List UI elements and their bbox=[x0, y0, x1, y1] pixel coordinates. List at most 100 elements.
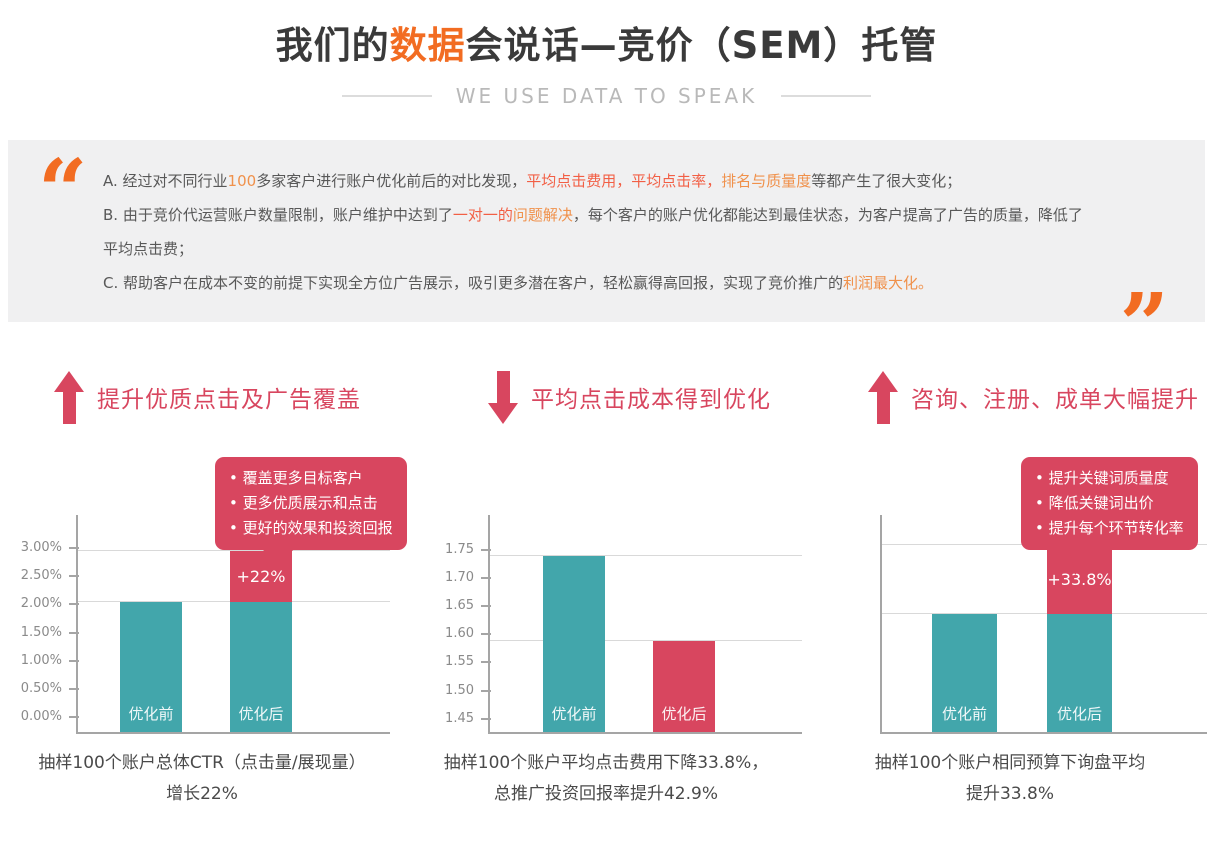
quote-text-segment: 平均点击费用，平均点击率， bbox=[526, 172, 722, 190]
bar: 优化前 bbox=[120, 515, 182, 732]
chart-caption: 抽样100个账户相同预算下询盘平均 提升33.8% bbox=[808, 748, 1212, 810]
subtitle-left-rule bbox=[341, 95, 432, 97]
quote-text-segment: B. 由于竞价代运营账户数量限制，账户维护中达到了 bbox=[103, 206, 453, 224]
chart-plot-area: 优化前 优化后 bbox=[488, 515, 802, 734]
axis-tick-mark bbox=[69, 659, 79, 662]
quote-text-segment: A. 经过对不同行业 bbox=[103, 172, 228, 190]
column-header: 平均点击成本得到优化 bbox=[488, 368, 808, 426]
quote-text-segment: C. 帮助客户在成本不变的前提下实现全方位广告展示，吸引更多潜在客户，轻松赢得高… bbox=[103, 274, 844, 292]
chart-caption: 抽样100个账户总体CTR（点击量/展现量） 增长22% bbox=[0, 748, 404, 810]
axis-tick-mark bbox=[69, 631, 79, 634]
column-conversion-growth: 咨询、注册、成单大幅提升 优化前 +33.8% 优化后 • 提升关键词质量度 • 降低… bbox=[808, 368, 1212, 810]
chart-zone-conversion: 优化前 +33.8% 优化后 • 提升关键词质量度 • 降低关键词出价 • 提升每个环节… bbox=[808, 434, 1212, 734]
quote-text-segment: ，每个客户的账户优化都能达到最佳状态，为客户提高了广告的质量，降低了平均点击费； bbox=[103, 206, 1083, 258]
page-title: 我们的数据会说话—竞价（SEM）托管 bbox=[0, 22, 1213, 70]
bar-category-label: 优化后 bbox=[661, 705, 707, 723]
quote-text-segment: 一对一的 bbox=[452, 206, 513, 224]
bar-chart-cpc: 1.45 1.50 1.55 1.60 1.65 1.70 1.75 优化前 优化后 bbox=[430, 515, 802, 734]
bar: 优化前 bbox=[543, 515, 605, 732]
bar-chart-conversion: 优化前 +33.8% 优化后 bbox=[880, 515, 1207, 734]
axis-tick-mark bbox=[481, 633, 491, 636]
axis-tick-label: 1.55 bbox=[445, 654, 474, 670]
callout-bubble: • 覆盖更多目标客户 • 更多优质展示和点击 • 更好的效果和投资回报 bbox=[215, 457, 407, 575]
bar-segment bbox=[1047, 613, 1112, 732]
quote-text-segment: 排名与质量度 bbox=[721, 172, 812, 190]
axis-tick-mark bbox=[481, 661, 491, 664]
y-axis-labels: 0.00% 0.50% 1.00% 1.50% 2.00% 2.50% 3.00% bbox=[18, 517, 79, 734]
page-title-highlight: 数据 bbox=[389, 24, 466, 67]
bar: 优化后 bbox=[653, 515, 715, 732]
axis-tick-mark bbox=[481, 576, 491, 579]
axis-tick-mark bbox=[481, 605, 491, 608]
bar-category-label: 优化后 bbox=[1056, 705, 1102, 723]
axis-tick-mark bbox=[69, 603, 79, 606]
bar-segment bbox=[653, 640, 715, 732]
up-arrow-icon bbox=[868, 370, 898, 424]
column-heading: 平均点击成本得到优化 bbox=[531, 387, 771, 413]
axis-tick-label: 0.00% bbox=[20, 709, 62, 725]
axis-tick-mark bbox=[481, 717, 491, 720]
chart-caption-line1: 抽样100个账户平均点击费用下降33.8%， bbox=[443, 753, 769, 773]
quote-text-segment: 等都产生了很大变化； bbox=[811, 172, 962, 190]
axis-tick-mark bbox=[69, 687, 79, 690]
column-heading: 咨询、注册、成单大幅提升 bbox=[911, 387, 1199, 413]
axis-tick-mark bbox=[69, 547, 79, 549]
column-header: 咨询、注册、成单大幅提升 bbox=[868, 368, 1212, 426]
page-subtitle-row: WE USE DATA TO SPEAK bbox=[0, 84, 1213, 108]
chart-caption-line2: 提升33.8% bbox=[965, 784, 1054, 804]
callout-bubble-item: • 降低关键词出价 bbox=[1035, 494, 1154, 512]
bar-segment bbox=[230, 602, 292, 732]
page-subtitle: WE USE DATA TO SPEAK bbox=[455, 84, 758, 108]
bar: +22% 优化后 bbox=[230, 515, 292, 732]
subtitle-right-rule bbox=[781, 95, 872, 97]
reference-gridline bbox=[490, 639, 802, 641]
axis-tick-label: 1.00% bbox=[20, 652, 62, 668]
axis-tick-label: 0.50% bbox=[20, 680, 62, 696]
axis-tick-label: 1.65 bbox=[445, 598, 474, 614]
axis-tick-mark bbox=[69, 575, 79, 578]
column-cpc-optimization: 平均点击成本得到优化 1.45 1.50 1.55 1.60 1.65 1.70 1.75 … bbox=[404, 368, 808, 810]
bar-category-label: 优化前 bbox=[941, 705, 987, 723]
axis-tick-mark bbox=[481, 548, 491, 551]
up-arrow-icon bbox=[54, 370, 84, 424]
bar-chart-ctr: 0.00% 0.50% 1.00% 1.50% 2.00% 2.50% 3.00% 优化前 +… bbox=[18, 515, 390, 734]
axis-tick-label: 1.50% bbox=[20, 624, 62, 640]
chart-caption-line1: 抽样100个账户相同预算下询盘平均 bbox=[874, 753, 1146, 773]
page-title-suffix: 会说话—竞价（SEM）托管 bbox=[465, 24, 938, 67]
callout-bubble-item: • 提升每个环节转化率 bbox=[1035, 519, 1184, 537]
quote-box: “ A. 经过对不同行业100多家客户进行账户优化前后的对比发现，平均点击费用，… bbox=[8, 140, 1205, 369]
axis-tick-mark bbox=[481, 689, 491, 692]
page-title-prefix: 我们的 bbox=[275, 24, 390, 67]
bar-category-label: 优化后 bbox=[238, 705, 284, 723]
callout-bubble-item: • 更多优质展示和点击 bbox=[229, 494, 378, 512]
axis-tick-label: 1.75 bbox=[445, 541, 474, 557]
reference-gridline bbox=[882, 612, 1207, 614]
bar: +33.8% 优化后 bbox=[1047, 515, 1112, 732]
chart-zone-ctr: 0.00% 0.50% 1.00% 1.50% 2.00% 2.50% 3.00% 优化前 +… bbox=[0, 434, 407, 734]
chart-caption: 抽样100个账户平均点击费用下降33.8%， 总推广投资回报率提升42.9% bbox=[404, 748, 808, 810]
axis-tick-label: 1.50 bbox=[445, 682, 474, 698]
chart-plot-area: 优化前 +22% 优化后 bbox=[76, 515, 390, 734]
bar-category-label: 优化前 bbox=[128, 705, 174, 723]
bar-segment bbox=[543, 556, 605, 732]
quote-text-segment: 100 bbox=[227, 172, 257, 190]
axis-tick-label: 1.45 bbox=[445, 710, 474, 726]
bar: 优化前 bbox=[932, 515, 997, 732]
quote-line-a: A. 经过对不同行业100多家客户进行账户优化前后的对比发现，平均点击费用，平均… bbox=[103, 164, 1095, 198]
chart-plot-area: 优化前 +33.8% 优化后 bbox=[880, 515, 1207, 734]
chart-caption-line2: 总推广投资回报率提升42.9% bbox=[493, 784, 718, 804]
chart-zone-cpc: 1.45 1.50 1.55 1.60 1.65 1.70 1.75 优化前 优化后 bbox=[404, 434, 808, 734]
quote-line-c: C. 帮助客户在成本不变的前提下实现全方位广告展示，吸引更多潜在客户，轻松赢得高… bbox=[103, 266, 1095, 300]
bar-segment bbox=[932, 613, 997, 732]
quote-line-b: B. 由于竞价代运营账户数量限制，账户维护中达到了一对一的问题解决，每个客户的账… bbox=[103, 198, 1095, 266]
column-heading: 提升优质点击及广告覆盖 bbox=[97, 387, 361, 413]
callout-bubble-item: • 覆盖更多目标客户 bbox=[229, 469, 363, 487]
quote-text-segment: 问题解决 bbox=[512, 206, 573, 224]
reference-gridline bbox=[490, 555, 802, 557]
reference-gridline bbox=[78, 549, 390, 551]
callout-bubble-item: • 提升关键词质量度 bbox=[1035, 469, 1169, 487]
axis-tick-label: 2.50% bbox=[20, 568, 62, 584]
stats-columns: 提升优质点击及广告覆盖 0.00% 0.50% 1.00% 1.50% 2.00% 2.5… bbox=[0, 368, 1213, 810]
axis-tick-label: 1.60 bbox=[445, 626, 474, 642]
column-ctr-improvement: 提升优质点击及广告覆盖 0.00% 0.50% 1.00% 1.50% 2.00% 2.5… bbox=[0, 368, 407, 810]
